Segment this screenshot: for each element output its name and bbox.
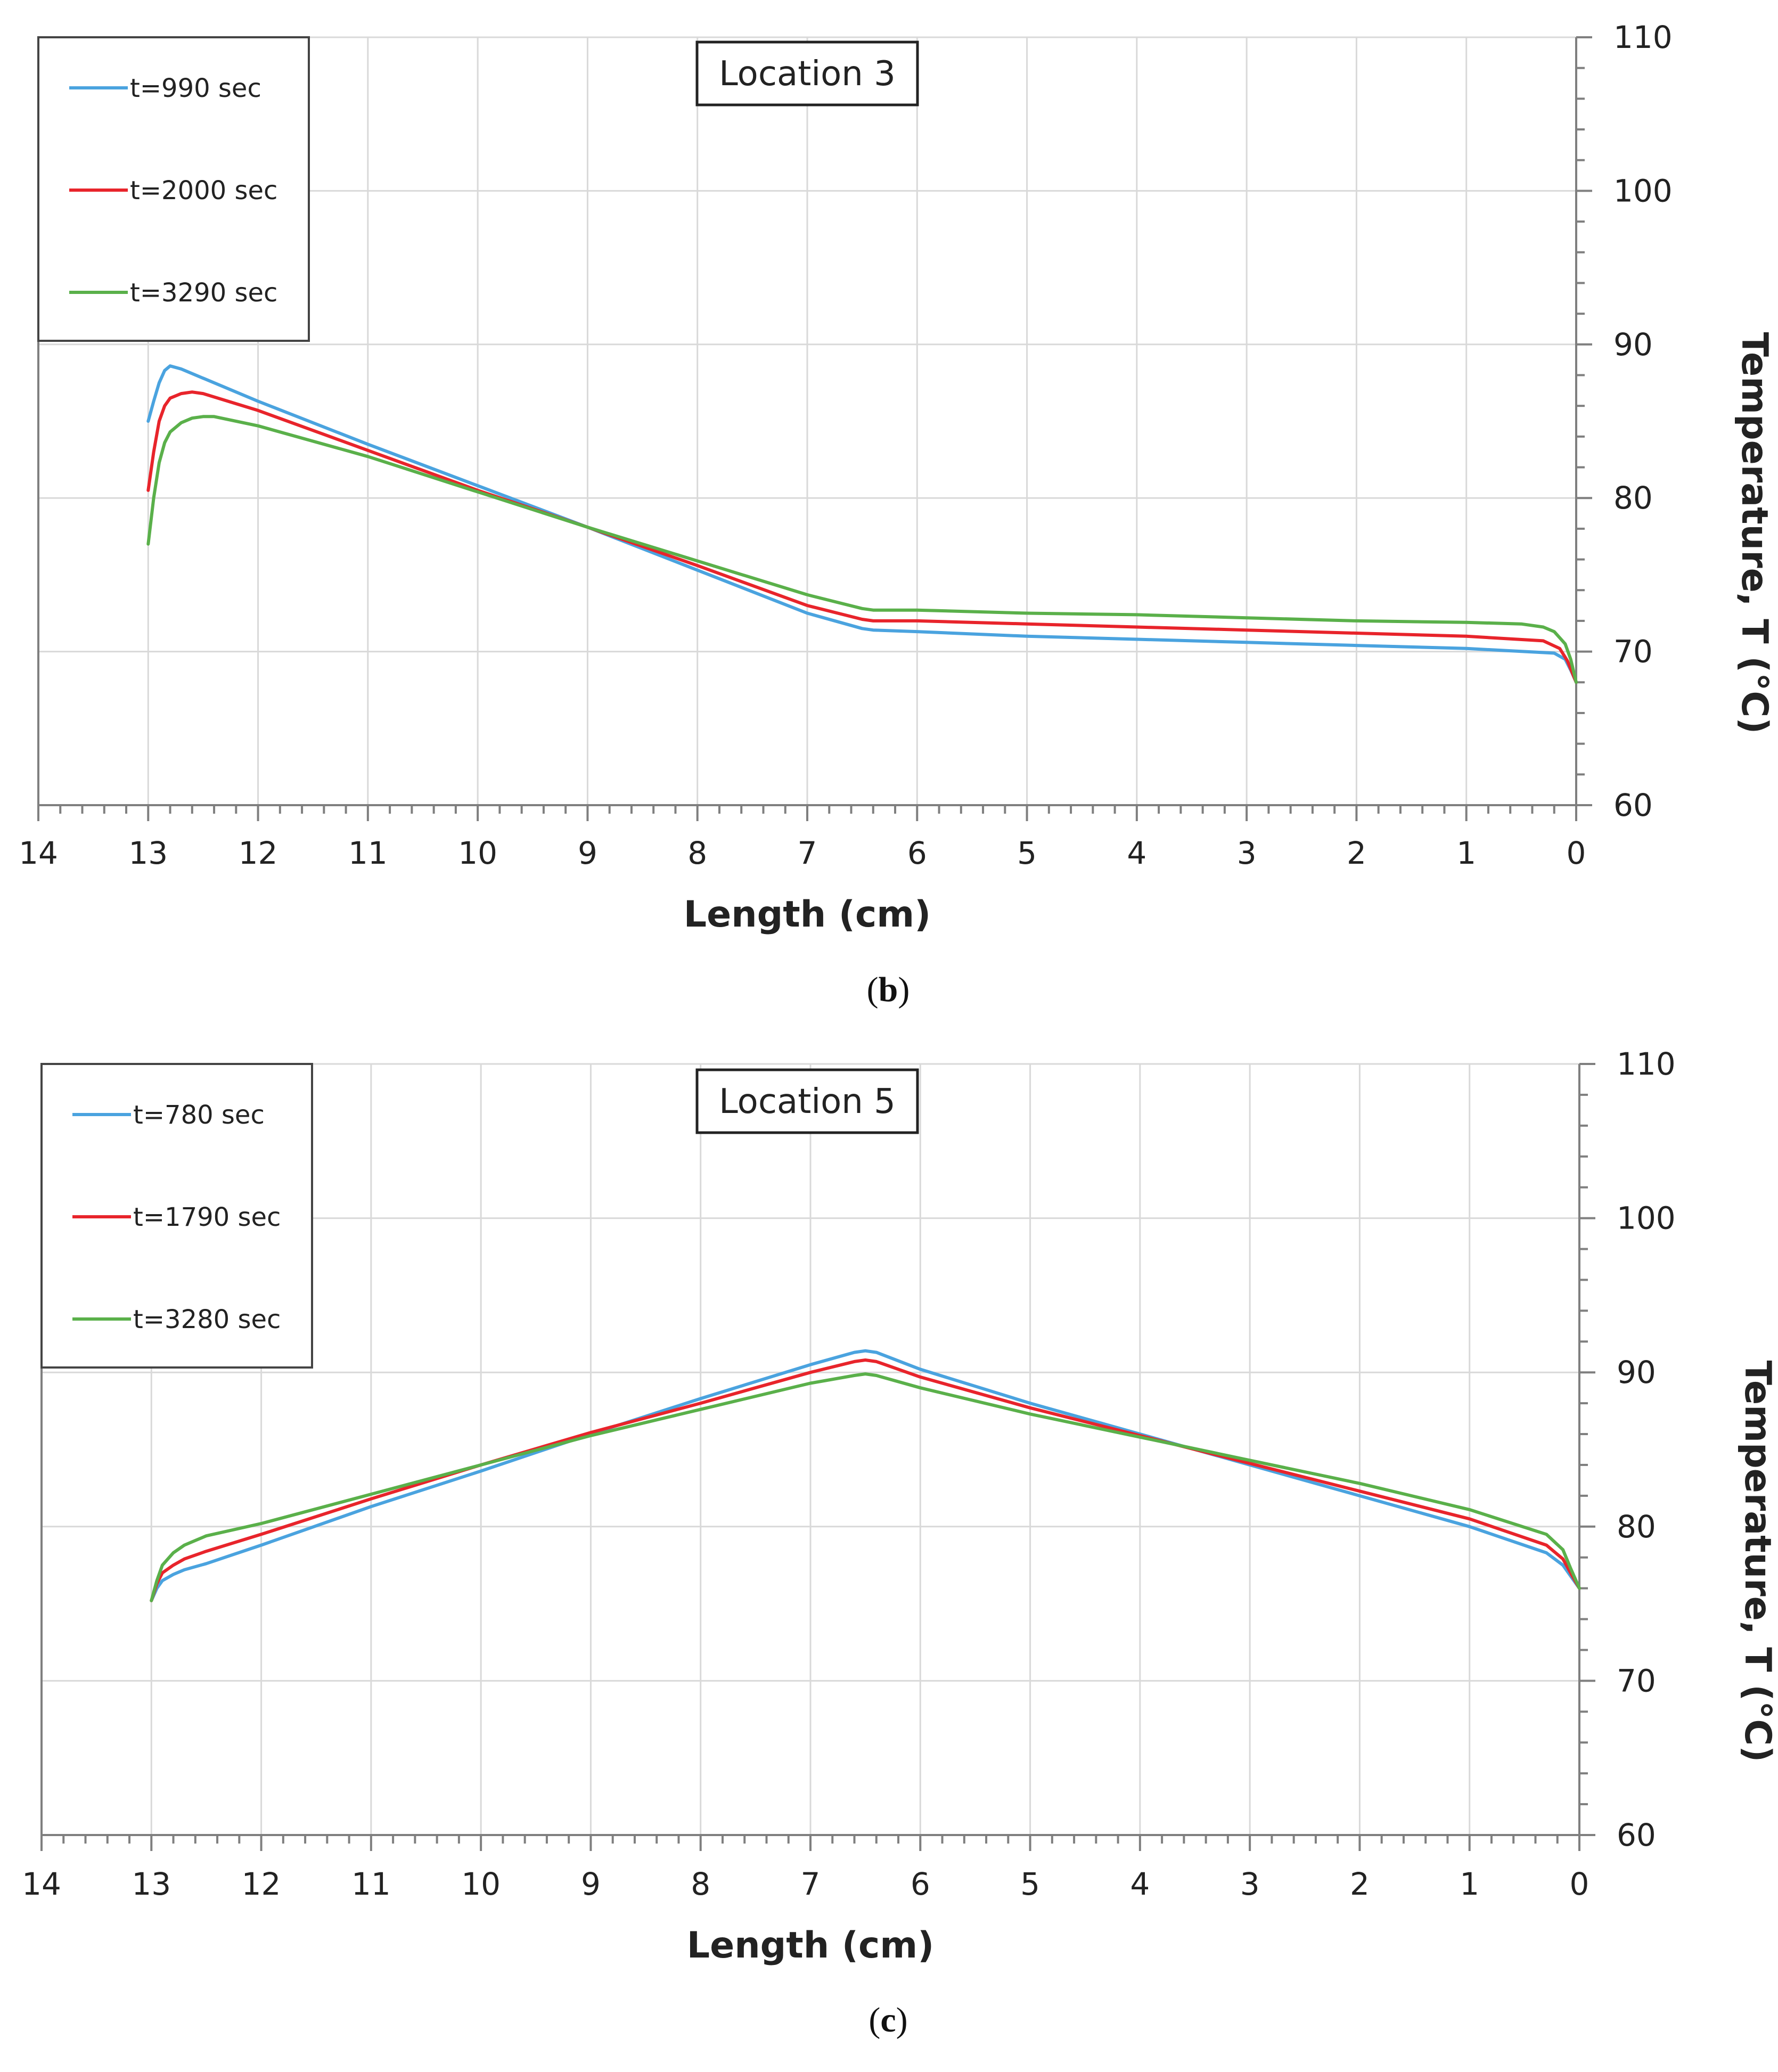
series-line-1	[146, 364, 1578, 684]
x-tick-label: 1	[1460, 1866, 1479, 1902]
x-tick-label: 11	[348, 835, 388, 871]
panel-caption: (c)	[868, 2001, 907, 2040]
legend-label-3: t=3280 sec	[133, 1305, 281, 1334]
legend-label-3: t=3290 sec	[130, 278, 277, 308]
x-tick-label: 10	[458, 835, 497, 871]
x-tick-label: 3	[1237, 835, 1257, 871]
x-tick-label: 11	[351, 1866, 391, 1902]
x-tick-label: 6	[907, 835, 927, 871]
chart-panel-c: 14 13 12 11 10 9 8 7 6 5 4 3 2 1 060708090100110t=780 …	[22, 1046, 1778, 2040]
x-tick-label: 14	[22, 1866, 61, 1902]
chart-title: Location 5	[719, 1082, 896, 1121]
y-tick-label: 60	[1617, 1817, 1656, 1853]
x-tick-label: 5	[1017, 835, 1037, 871]
y-tick-label: 80	[1617, 1509, 1656, 1545]
x-tick-label: 9	[578, 835, 597, 871]
x-axis-title: Length (cm)	[684, 894, 931, 936]
legend: t=780 sec t=1790 sec t=3280 sec	[40, 1063, 313, 1369]
x-tick-label: 13	[128, 835, 168, 871]
series-line-2	[146, 390, 1578, 684]
y-tick-label: 110	[1613, 19, 1673, 55]
y-tick-label: 100	[1613, 173, 1673, 209]
x-tick-label: 4	[1127, 835, 1146, 871]
y-tick-label: 90	[1617, 1354, 1656, 1390]
x-tick-label: 6	[911, 1866, 930, 1902]
x-tick-label: 13	[132, 1866, 171, 1902]
x-tick-label: 0	[1567, 835, 1586, 871]
y-tick-label: 80	[1613, 480, 1653, 516]
legend-label-2: t=1790 sec	[133, 1202, 281, 1232]
series-line-1	[150, 1349, 1581, 1602]
y-tick-label: 100	[1617, 1200, 1676, 1236]
x-tick-label: 9	[581, 1866, 601, 1902]
series-line-2	[150, 1358, 1581, 1602]
x-tick-label: 12	[242, 1866, 281, 1902]
x-axis-title: Length (cm)	[687, 1924, 934, 1967]
x-tick-label: 3	[1240, 1866, 1260, 1902]
series-line-3	[146, 415, 1578, 684]
x-tick-label: 2	[1350, 1866, 1370, 1902]
legend-label-1: t=780 sec	[133, 1100, 265, 1130]
y-tick-label: 90	[1613, 326, 1653, 363]
legend: t=990 sec t=2000 sec t=3290 sec	[37, 36, 310, 342]
legend-label-2: t=2000 sec	[130, 176, 277, 206]
chart-title-box	[695, 40, 919, 107]
x-tick-label: 5	[1020, 1866, 1040, 1902]
y-tick-label: 70	[1617, 1662, 1656, 1699]
x-tick-label: 2	[1347, 835, 1366, 871]
chart-title-box	[695, 1068, 919, 1134]
y-axis-title: Temperature, T (°C)	[1736, 1361, 1778, 1763]
x-tick-label: 7	[798, 835, 817, 871]
y-tick-label: 60	[1613, 787, 1653, 823]
y-axis-title: Temperature, T (°C)	[1733, 332, 1775, 734]
y-tick-label: 70	[1613, 634, 1653, 670]
x-tick-label: 10	[461, 1866, 501, 1902]
x-tick-label: 7	[801, 1866, 821, 1902]
x-tick-label: 14	[19, 835, 58, 871]
legend-label-1: t=990 sec	[130, 73, 261, 103]
x-tick-label: 1	[1456, 835, 1476, 871]
x-tick-label: 0	[1570, 1866, 1589, 1902]
x-tick-label: 4	[1130, 1866, 1150, 1902]
panel-caption: (b)	[867, 970, 910, 1009]
y-tick-label: 110	[1617, 1046, 1676, 1082]
chart-panel-b: 14 13 12 11 10 9 8 7 6 5 4 3 2 1 060708090100110t=990 …	[19, 19, 1775, 1009]
x-tick-label: 8	[687, 835, 707, 871]
x-tick-label: 8	[691, 1866, 710, 1902]
x-tick-label: 12	[239, 835, 278, 871]
chart-title: Location 3	[719, 54, 896, 94]
series-line-3	[150, 1372, 1581, 1602]
